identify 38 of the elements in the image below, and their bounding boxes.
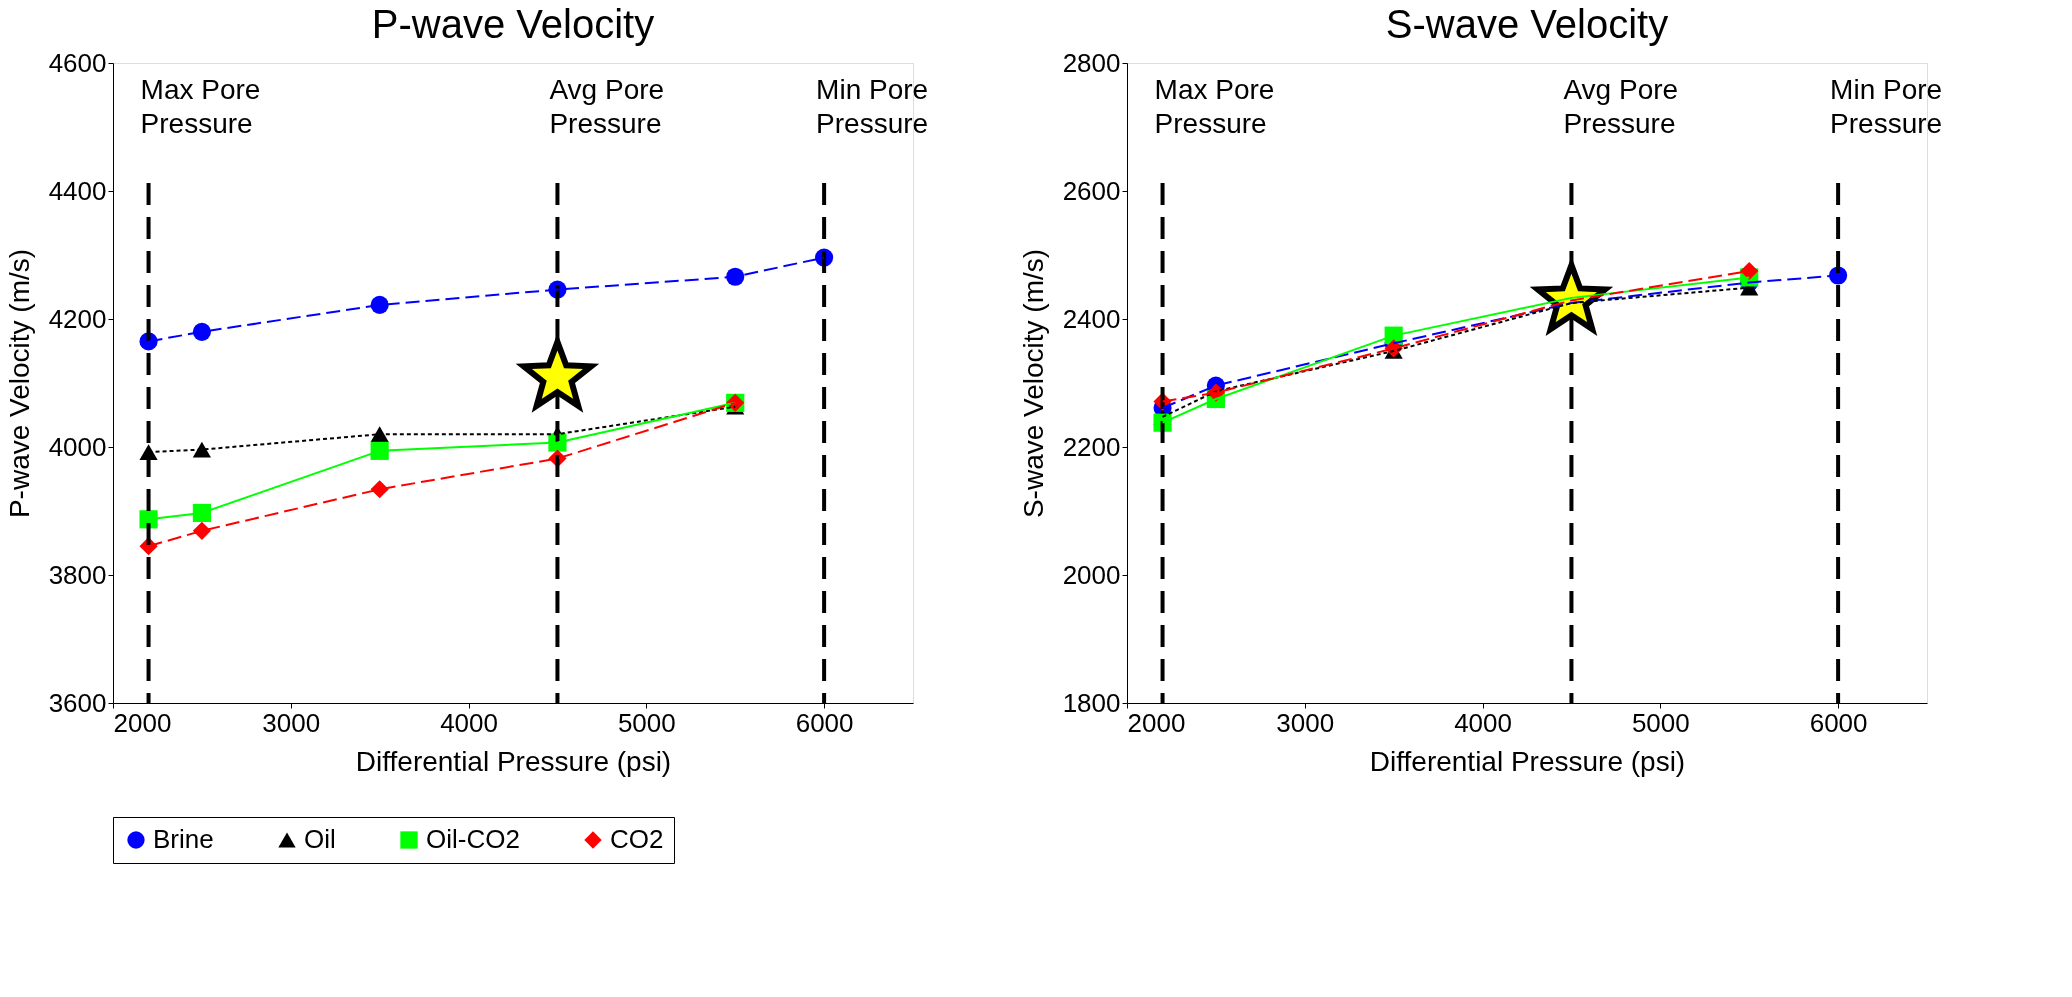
x-axis-title: Differential Pressure (psi) bbox=[1369, 745, 1686, 777]
ref-line-label: Max Pore Pressure bbox=[140, 74, 261, 139]
x-tick-label: 5000 bbox=[617, 707, 676, 738]
y-tick-label: 4600 bbox=[48, 47, 107, 78]
y-tick-label: 2400 bbox=[1062, 303, 1121, 334]
x-tick-label: 6000 bbox=[795, 707, 854, 738]
ref-line-label: Avg Pore Pressure bbox=[549, 74, 665, 139]
x-tick-label: 5000 bbox=[1631, 707, 1690, 738]
y-tick-label: 1800 bbox=[1062, 687, 1121, 718]
y-tick-label: 2800 bbox=[1062, 47, 1121, 78]
x-tick-label: 4000 bbox=[440, 707, 498, 738]
legend-label: Brine bbox=[153, 824, 214, 854]
legend-label: Oil bbox=[304, 824, 336, 854]
x-tick-label: 4000 bbox=[1454, 707, 1512, 738]
chart-title: P-wave Velocity bbox=[371, 2, 655, 46]
y-tick-label: 2200 bbox=[1062, 431, 1121, 462]
y-tick-label: 4000 bbox=[48, 431, 107, 462]
y-axis-title: P-wave Velocity (m/s) bbox=[3, 248, 35, 519]
x-tick-label: 3000 bbox=[1276, 707, 1335, 738]
x-tick-label: 2000 bbox=[113, 707, 172, 738]
y-tick-label: 3800 bbox=[48, 559, 107, 590]
y-axis-title: S-wave Velocity (m/s) bbox=[1017, 248, 1049, 519]
ref-line-label: Max Pore Pressure bbox=[1154, 74, 1275, 139]
legend-label: Oil-CO2 bbox=[426, 824, 520, 854]
chart-title: S-wave Velocity bbox=[1385, 2, 1669, 46]
y-tick-label: 2600 bbox=[1062, 175, 1121, 206]
y-tick-label: 3600 bbox=[48, 687, 107, 718]
ref-line-label: Min Pore Pressure bbox=[1830, 74, 1943, 139]
x-tick-label: 6000 bbox=[1809, 707, 1868, 738]
y-tick-label: 2000 bbox=[1062, 559, 1121, 590]
y-tick-label: 4400 bbox=[48, 175, 107, 206]
x-tick-label: 2000 bbox=[1127, 707, 1186, 738]
ref-line-label: Min Pore Pressure bbox=[816, 74, 929, 139]
ref-line-label: Avg Pore Pressure bbox=[1563, 74, 1679, 139]
x-tick-label: 3000 bbox=[262, 707, 321, 738]
y-tick-label: 4200 bbox=[48, 303, 107, 334]
x-axis-title: Differential Pressure (psi) bbox=[355, 745, 672, 777]
legend-label: CO2 bbox=[610, 824, 664, 854]
